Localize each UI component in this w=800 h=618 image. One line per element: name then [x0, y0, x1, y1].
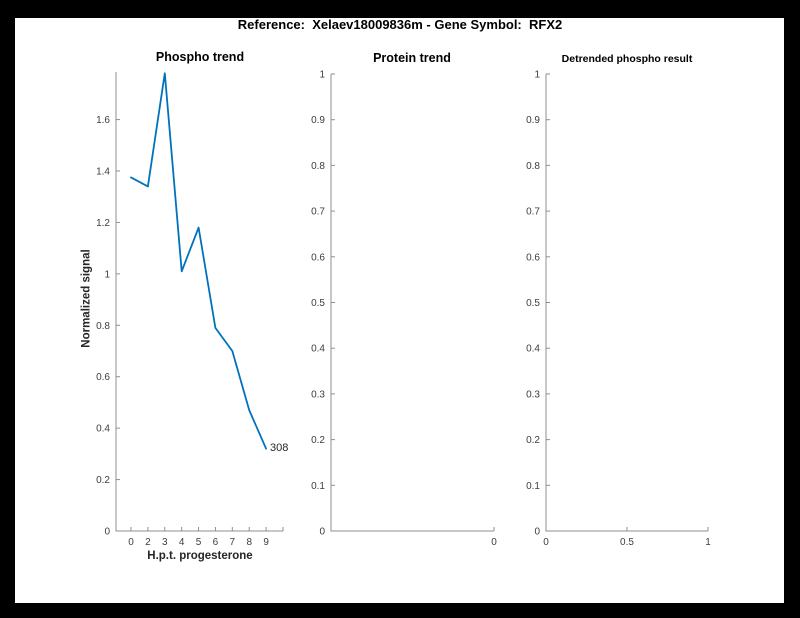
x-axis-label: H.p.t. progesterone [147, 550, 253, 562]
detrended-phospho-title: Detrended phospho result [561, 53, 693, 65]
phospho-trend-title: Phospho trend [155, 50, 245, 64]
figure-canvas [15, 18, 784, 603]
figure-title: Reference: Xelaev18009836m - Gene Symbol… [237, 17, 563, 32]
series-end-annotation: 308 [270, 442, 289, 454]
y-axis-label: Normalized signal [80, 249, 93, 348]
protein-trend-title: Protein trend [373, 51, 451, 65]
